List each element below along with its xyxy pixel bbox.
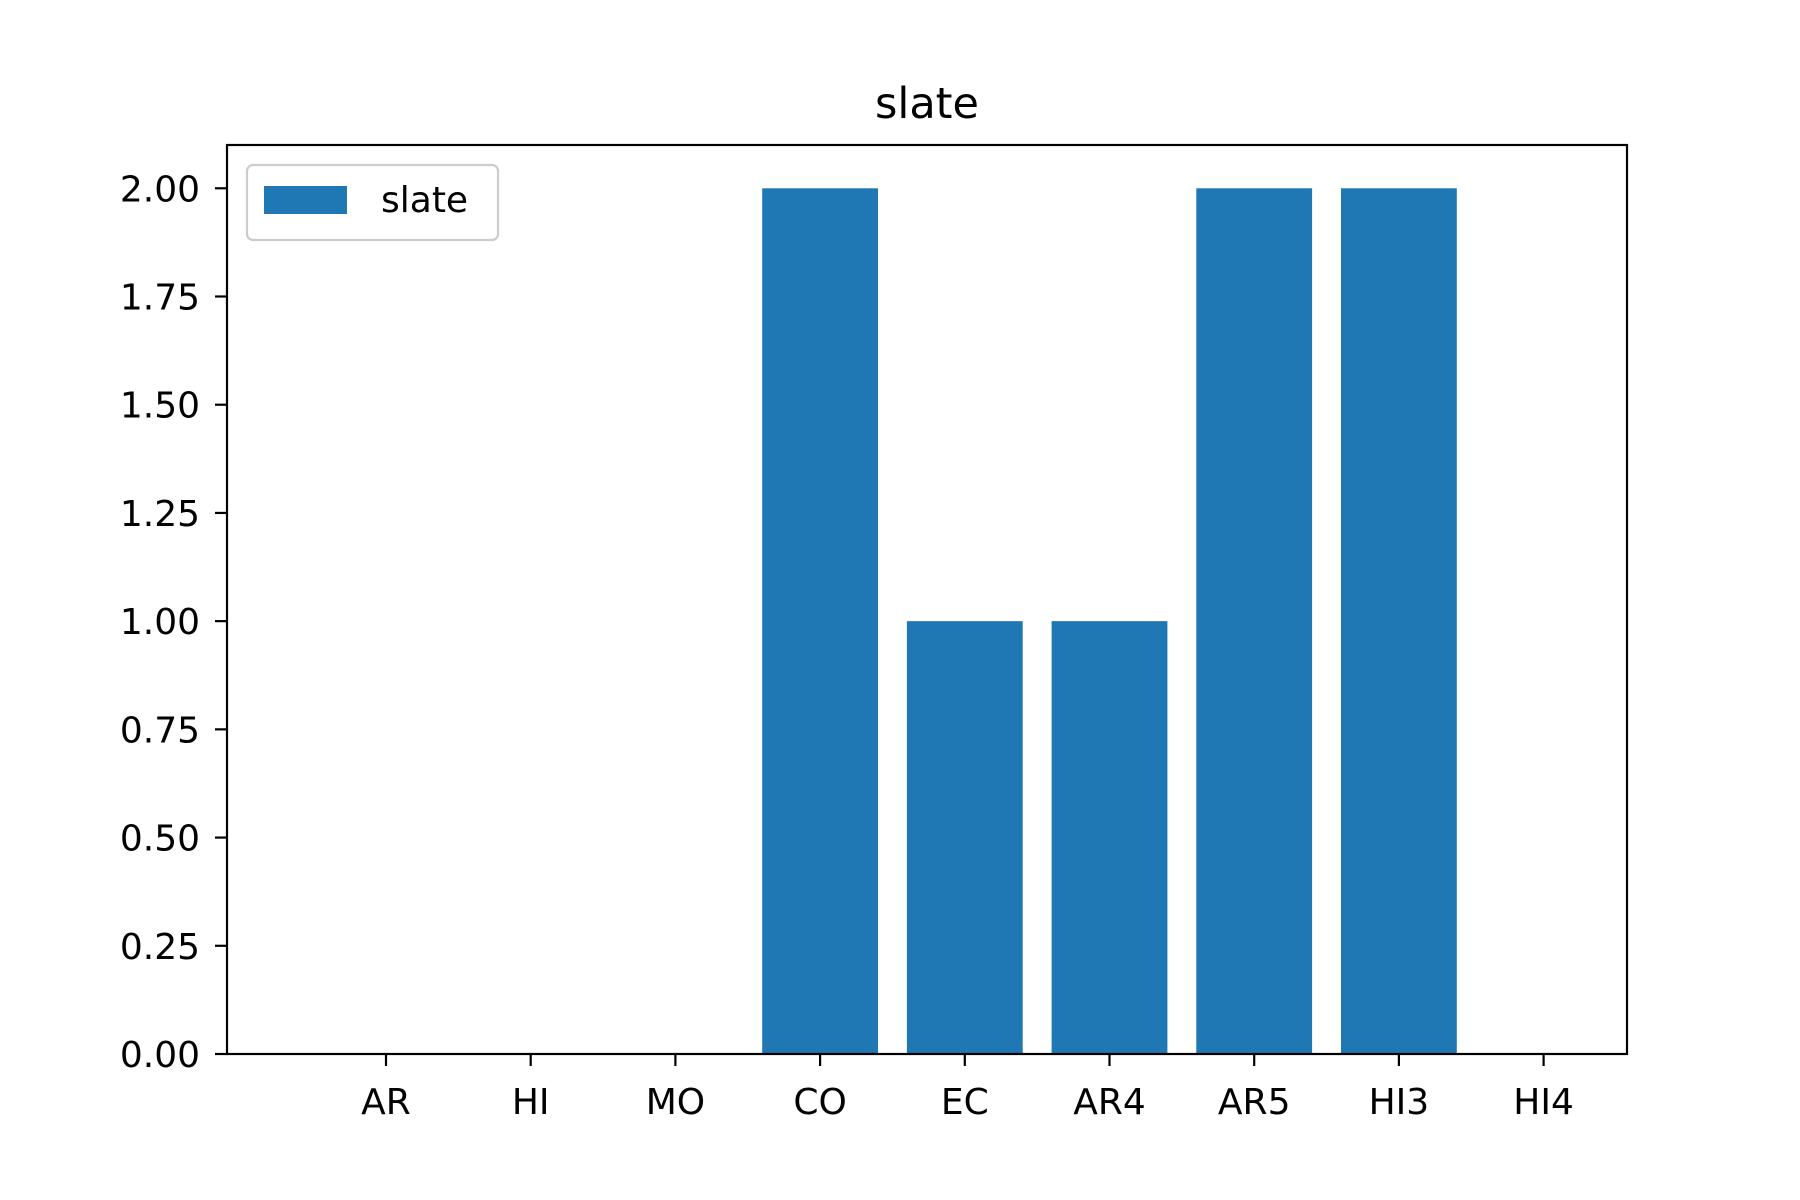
x-tick-label: AR <box>361 1082 411 1123</box>
legend-swatch-slate <box>264 186 347 214</box>
bar-ec <box>906 621 1023 1054</box>
bar-ar4 <box>1051 621 1168 1054</box>
bars-group <box>762 188 1457 1055</box>
y-axis: 0.00 0.25 0.50 0.75 1.00 1.25 1.50 1.75 2.00 <box>120 169 227 1076</box>
x-tick-label: AR4 <box>1073 1082 1146 1123</box>
plot-frame <box>225 143 1629 1056</box>
legend-box <box>245 163 500 242</box>
x-tick-label: MO <box>646 1082 705 1123</box>
bar-ar5 <box>1196 188 1313 1055</box>
y-tick-label: 0.00 <box>120 1035 200 1076</box>
legend: slate <box>245 163 500 242</box>
x-axis: AR HI MO CO EC AR4 AR5 HI3 HI4 <box>361 1054 1574 1123</box>
y-tick-label: 1.75 <box>120 278 200 319</box>
y-tick-label: 1.25 <box>120 494 200 535</box>
y-tick-label: 1.50 <box>120 386 200 427</box>
x-tick-label: HI3 <box>1369 1082 1430 1123</box>
x-tick-label: CO <box>793 1082 846 1123</box>
chart-title: slate <box>875 79 979 129</box>
y-tick-label: 0.75 <box>120 710 200 751</box>
y-tick-label: 2.00 <box>120 169 200 210</box>
y-tick-label: 0.50 <box>120 819 200 860</box>
bar-co <box>762 188 878 1055</box>
y-tick-label: 0.25 <box>120 927 200 968</box>
x-tick-label: HI4 <box>1513 1082 1574 1123</box>
x-tick-label: HI <box>512 1082 550 1123</box>
bar-hi3 <box>1341 188 1457 1055</box>
x-tick-label: AR5 <box>1218 1082 1291 1123</box>
y-tick-label: 1.00 <box>120 602 200 643</box>
x-tick-label: EC <box>941 1082 989 1123</box>
legend-label-slate: slate <box>381 180 468 221</box>
